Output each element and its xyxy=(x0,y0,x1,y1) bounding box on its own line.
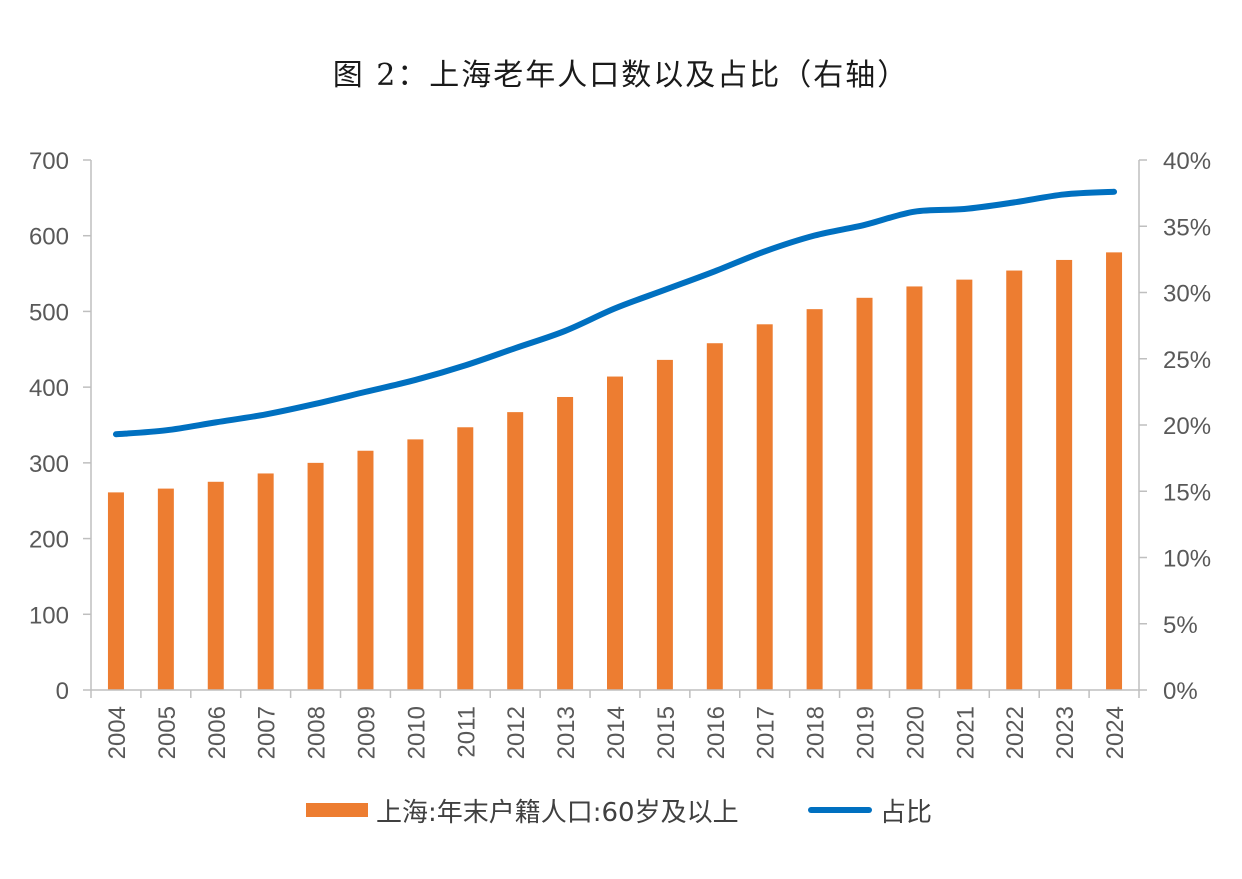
bar-2007 xyxy=(257,473,274,690)
right-tick-label: 0% xyxy=(1163,678,1198,705)
x-tick-label: 2016 xyxy=(703,706,730,759)
right-tick-label: 5% xyxy=(1163,612,1198,639)
x-tick-label: 2010 xyxy=(403,706,430,759)
bar-2004 xyxy=(107,492,124,690)
x-tick-label: 2020 xyxy=(902,706,929,759)
left-tick-label: 700 xyxy=(29,148,69,175)
left-tick-label: 200 xyxy=(29,527,69,554)
x-tick-label: 2024 xyxy=(1102,706,1129,759)
bar-2018 xyxy=(806,309,823,690)
bar-2022 xyxy=(1006,270,1023,690)
x-tick-label: 2018 xyxy=(803,706,830,759)
bar-2021 xyxy=(956,279,973,690)
x-tick-label: 2017 xyxy=(753,706,780,759)
x-tick-label: 2007 xyxy=(254,706,281,759)
bar-2012 xyxy=(507,412,524,690)
bar-2008 xyxy=(307,462,324,690)
right-tick-label: 25% xyxy=(1163,347,1211,374)
right-tick-label: 20% xyxy=(1163,413,1211,440)
right-tick-label: 10% xyxy=(1163,546,1211,573)
x-tick-label: 2023 xyxy=(1052,706,1079,759)
left-tick-label: 100 xyxy=(29,602,69,629)
bar-2023 xyxy=(1056,259,1073,690)
bar-2017 xyxy=(756,324,773,690)
legend-line-label: 占比 xyxy=(880,797,933,828)
bar-2016 xyxy=(706,343,723,690)
right-tick-label: 35% xyxy=(1163,214,1211,241)
legend-line-swatch xyxy=(808,807,872,813)
x-tick-label: 2014 xyxy=(603,706,630,759)
bar-2014 xyxy=(607,376,623,690)
bar-2006 xyxy=(207,481,224,690)
legend: 上海:年末户籍人口:60岁及以上 占比 xyxy=(0,790,1242,830)
bar-2015 xyxy=(656,359,673,690)
bar-2009 xyxy=(357,450,374,690)
bar-2020 xyxy=(906,286,923,690)
bar-2019 xyxy=(856,297,873,690)
right-tick-label: 30% xyxy=(1163,281,1211,308)
legend-bar-label: 上海:年末户籍人口:60岁及以上 xyxy=(376,797,739,828)
bar-2005 xyxy=(157,488,174,690)
legend-item-line: 占比 xyxy=(808,790,932,830)
x-tick-label: 2009 xyxy=(353,706,380,759)
legend-item-bar: 上海:年末户籍人口:60岁及以上 xyxy=(306,790,739,830)
x-tick-label: 2006 xyxy=(204,706,231,759)
left-tick-label: 300 xyxy=(29,451,69,478)
left-tick-label: 0 xyxy=(56,678,69,705)
bar-2010 xyxy=(407,439,424,690)
x-tick-label: 2008 xyxy=(304,706,331,759)
right-tick-label: 40% xyxy=(1163,148,1211,175)
x-tick-label: 2022 xyxy=(1002,706,1029,759)
bar-2024 xyxy=(1106,252,1123,690)
left-tick-label: 500 xyxy=(29,299,69,326)
left-tick-label: 400 xyxy=(29,375,69,402)
x-tick-label: 2019 xyxy=(853,706,880,759)
chart-title: 图 2：上海老年人口数以及占比（右轴） xyxy=(332,58,910,93)
bar-2011 xyxy=(457,427,474,690)
right-tick-label: 15% xyxy=(1163,479,1211,506)
x-tick-label: 2013 xyxy=(553,706,580,759)
x-tick-label: 2012 xyxy=(503,706,530,759)
left-tick-label: 600 xyxy=(29,224,69,251)
x-tick-label: 2021 xyxy=(952,706,979,759)
bar-2013 xyxy=(557,396,574,690)
x-tick-label: 2015 xyxy=(653,706,680,759)
x-tick-label: 2005 xyxy=(154,706,181,759)
x-tick-label: 2004 xyxy=(104,706,131,759)
x-tick-label: 2011 xyxy=(453,706,480,758)
legend-bar-swatch xyxy=(306,803,368,817)
